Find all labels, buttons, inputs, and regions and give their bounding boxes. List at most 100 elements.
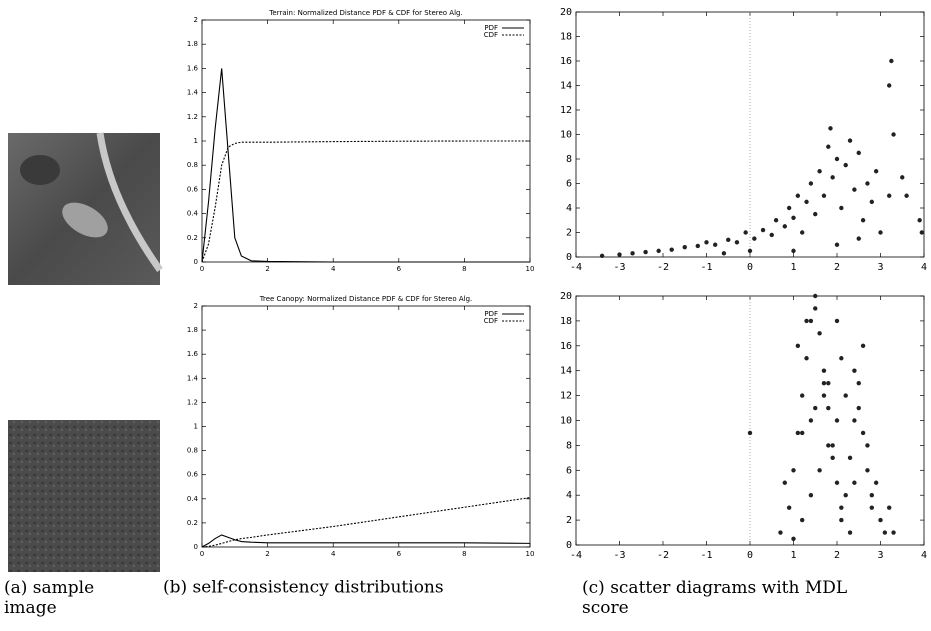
x-tick-label: 8: [462, 550, 466, 558]
scatter-point: [778, 530, 783, 535]
scatter-point: [786, 205, 792, 211]
scatter-point: [865, 181, 870, 186]
x-tick-label: 2: [834, 262, 840, 273]
scatter-point: [865, 443, 870, 448]
y-tick-label: 0: [566, 540, 572, 551]
x-tick-label: -1: [700, 262, 712, 273]
scatter-point: [808, 181, 814, 186]
y-tick-label: 2: [194, 16, 198, 24]
scatter-point: [860, 218, 866, 223]
chart-title: Terrain: Normalized Distance PDF & CDF f…: [268, 9, 462, 17]
scatter-point: [834, 480, 840, 485]
x-tick-label: 3: [877, 262, 883, 273]
caption-c: (c) scatter diagrams with MDL score: [582, 578, 847, 618]
scatter-point: [865, 468, 870, 473]
x-tick-label: 0: [747, 262, 753, 273]
x-tick-label: -2: [657, 262, 669, 273]
scatter-point: [804, 199, 809, 205]
x-tick-label: 2: [265, 550, 269, 558]
scatter-point: [821, 193, 827, 198]
x-tick-label: -4: [570, 262, 582, 273]
caption-a: (a) sample image: [4, 578, 94, 618]
x-tick-label: 2: [265, 265, 269, 273]
y-tick-label: 20: [560, 7, 572, 18]
scatter-point: [856, 150, 861, 156]
scatter-point: [769, 232, 774, 238]
scatter-point: [804, 318, 809, 324]
scatter-point: [726, 237, 731, 243]
scatter-point: [826, 380, 831, 386]
scatter-point: [856, 405, 861, 411]
scatter-point: [852, 368, 857, 373]
scatter-point: [834, 318, 840, 324]
y-tick-label: 0.8: [187, 161, 198, 169]
scatter-point: [800, 517, 805, 523]
y-tick-label: 18: [560, 32, 572, 43]
scatter-point: [704, 240, 709, 245]
y-tick-label: 0: [194, 258, 198, 266]
scatter-point: [839, 505, 844, 510]
x-tick-label: 0: [747, 550, 753, 561]
y-tick-label: 0: [566, 252, 572, 263]
y-tick-label: 0.4: [187, 495, 199, 503]
scatter-point: [747, 248, 753, 254]
scatter-point: [721, 251, 727, 256]
x-tick-label: 8: [462, 265, 466, 273]
scatter-point: [669, 247, 674, 252]
series-line: [201, 140, 530, 263]
scatter-point: [852, 187, 857, 192]
scatter-point: [830, 443, 835, 448]
y-tick-label: 2: [194, 302, 198, 310]
legend-label: PDF: [484, 310, 498, 318]
scatter-point: [887, 83, 892, 88]
y-tick-label: 10: [560, 130, 572, 141]
scatter-point: [917, 218, 922, 223]
scatter-point: [786, 505, 792, 510]
scatter-point: [878, 517, 883, 523]
scatter-point: [869, 505, 874, 510]
scatter-point: [830, 175, 835, 180]
x-tick-label: 6: [397, 550, 402, 558]
y-tick-label: 4: [566, 203, 572, 214]
x-tick-label: 6: [397, 265, 402, 273]
scatter-point: [821, 368, 827, 373]
scatter-point: [860, 430, 866, 436]
scatter-point: [782, 480, 787, 485]
scatter-point: [889, 58, 894, 64]
x-tick-label: 2: [834, 550, 840, 561]
scatter-point: [919, 230, 925, 235]
scatter-point: [843, 493, 848, 498]
y-tick-label: 1.6: [187, 64, 199, 72]
y-tick-label: 1.8: [187, 40, 198, 48]
scatter-point: [852, 480, 857, 485]
legend-label: CDF: [484, 317, 498, 325]
chart-title: Tree Canopy: Normalized Distance PDF & C…: [259, 295, 472, 303]
scatter-point: [813, 293, 818, 299]
scatter-point: [599, 253, 605, 258]
scatter-point: [743, 230, 748, 235]
scatter-point: [630, 251, 635, 256]
scatter-point: [817, 169, 822, 174]
x-tick-label: 10: [526, 265, 535, 273]
scatter-point: [887, 193, 892, 198]
scatter-point: [826, 144, 831, 149]
scatter-point: [839, 356, 844, 361]
scatter-point: [839, 205, 844, 211]
y-tick-label: 0: [194, 543, 198, 551]
scatter-point: [817, 331, 822, 336]
scatter-point: [878, 230, 883, 235]
y-tick-label: 0.8: [187, 447, 198, 455]
y-tick-label: 1: [194, 137, 198, 145]
x-tick-label: -4: [570, 550, 582, 561]
y-tick-label: 14: [560, 366, 572, 377]
scatter-point: [856, 380, 861, 386]
sample-image-canopy: [8, 420, 160, 572]
scatter-point: [760, 227, 766, 233]
x-tick-label: -1: [700, 550, 712, 561]
scatter-point: [791, 248, 796, 254]
scatter-point: [856, 236, 861, 241]
scatter-point: [873, 480, 879, 485]
scatter-point: [891, 132, 896, 137]
y-tick-label: 0.2: [187, 234, 198, 242]
x-tick-label: 4: [331, 550, 336, 558]
